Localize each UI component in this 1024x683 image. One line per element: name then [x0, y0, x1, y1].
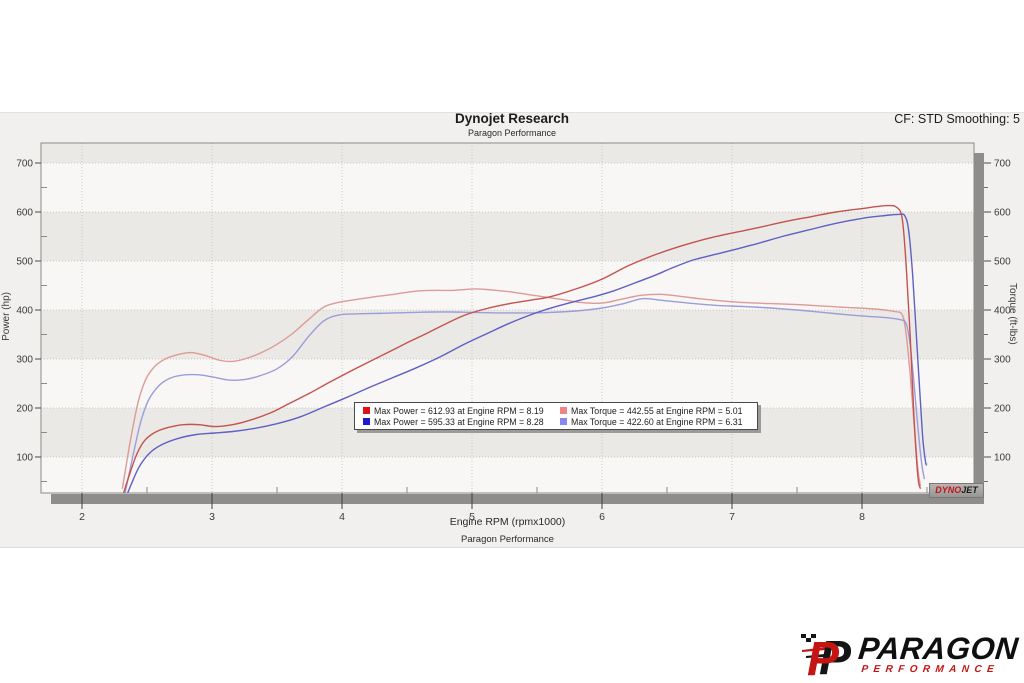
- legend-item-power-run1: Max Power = 612.93 at Engine RPM = 8.19: [359, 406, 556, 416]
- paragon-logo-mark: P P: [801, 632, 852, 679]
- legend-label: Max Power = 595.33 at Engine RPM = 8.28: [374, 416, 544, 427]
- svg-text:200: 200: [16, 404, 33, 415]
- chart-subtitle: Paragon Performance: [467, 128, 557, 138]
- gridlines: [41, 143, 974, 493]
- correction-smoothing-label: CF: STD Smoothing: 5: [894, 112, 1020, 126]
- svg-text:100: 100: [994, 453, 1011, 464]
- legend-swatch-icon: [363, 418, 370, 425]
- svg-text:400: 400: [994, 306, 1011, 317]
- legend-label: Max Power = 612.93 at Engine RPM = 8.19: [374, 405, 544, 416]
- svg-text:500: 500: [994, 257, 1011, 268]
- svg-text:300: 300: [994, 355, 1011, 366]
- svg-text:400: 400: [16, 306, 33, 317]
- svg-text:100: 100: [16, 453, 33, 464]
- svg-text:700: 700: [994, 159, 1011, 170]
- svg-text:2: 2: [79, 511, 85, 523]
- legend-label: Max Torque = 422.60 at Engine RPM = 6.31: [571, 416, 743, 427]
- right-axis-title: Torque (ft-lbs): [1007, 283, 1018, 345]
- paragon-logo-subname: PERFORMANCE: [861, 664, 1001, 675]
- x-axis-subtitle: Paragon Performance: [461, 534, 554, 545]
- dynojet-watermark-jet: JET: [961, 485, 978, 495]
- legend-swatch-icon: [560, 407, 567, 414]
- series-line-power-run2: [126, 213, 928, 493]
- svg-text:P: P: [807, 633, 840, 679]
- legend-swatch-icon: [560, 418, 567, 425]
- svg-text:7: 7: [729, 511, 735, 523]
- svg-text:P: P: [819, 632, 852, 679]
- axis-tick-labels: 100 100 200 200 300 300 400 400 500 500 600 600 700 7…: [16, 159, 1011, 524]
- svg-text:3: 3: [209, 511, 215, 523]
- paragon-performance-logo: P P PARAGON PERFORMANCE: [800, 629, 1021, 679]
- svg-text:8: 8: [859, 511, 865, 523]
- plot-shadow: [51, 153, 984, 504]
- legend-item-torque-run2: Max Torque = 422.60 at Engine RPM = 6.31: [556, 417, 753, 427]
- chart-legend: Max Power = 612.93 at Engine RPM = 8.19 M…: [354, 402, 758, 430]
- svg-text:600: 600: [994, 208, 1011, 219]
- dynojet-watermark: DYNO JET: [929, 483, 984, 498]
- legend-item-torque-run1: Max Torque = 442.55 at Engine RPM = 5.01: [556, 406, 753, 416]
- legend-swatch-icon: [363, 407, 370, 414]
- series-line-torque-run2: [124, 297, 926, 493]
- chart-title: Dynojet Research: [454, 111, 570, 126]
- dynojet-watermark-dyno: DYNO: [935, 485, 962, 495]
- svg-text:200: 200: [994, 404, 1011, 415]
- plot-border: [40, 142, 975, 494]
- svg-text:600: 600: [16, 208, 33, 219]
- svg-text:700: 700: [16, 159, 33, 170]
- svg-text:4: 4: [339, 511, 345, 523]
- plot-bands: [41, 143, 974, 457]
- legend-label: Max Torque = 442.55 at Engine RPM = 5.01: [571, 405, 743, 416]
- series-line-torque-run1: [121, 288, 922, 489]
- axis-ticks: [35, 162, 991, 509]
- svg-text:5: 5: [469, 511, 475, 523]
- svg-text:300: 300: [16, 355, 33, 366]
- series-curves: [121, 204, 928, 493]
- svg-text:500: 500: [16, 257, 33, 268]
- paragon-logo-name: PARAGON: [857, 631, 1021, 666]
- x-axis-title: Engine RPM (rpmx1000): [449, 516, 566, 528]
- series-line-power-run1: [122, 204, 922, 493]
- legend-item-power-run2: Max Power = 595.33 at Engine RPM = 8.28: [359, 417, 556, 427]
- svg-text:6: 6: [599, 511, 605, 523]
- paragon-logo-text: PARAGON PERFORMANCE: [856, 631, 1021, 675]
